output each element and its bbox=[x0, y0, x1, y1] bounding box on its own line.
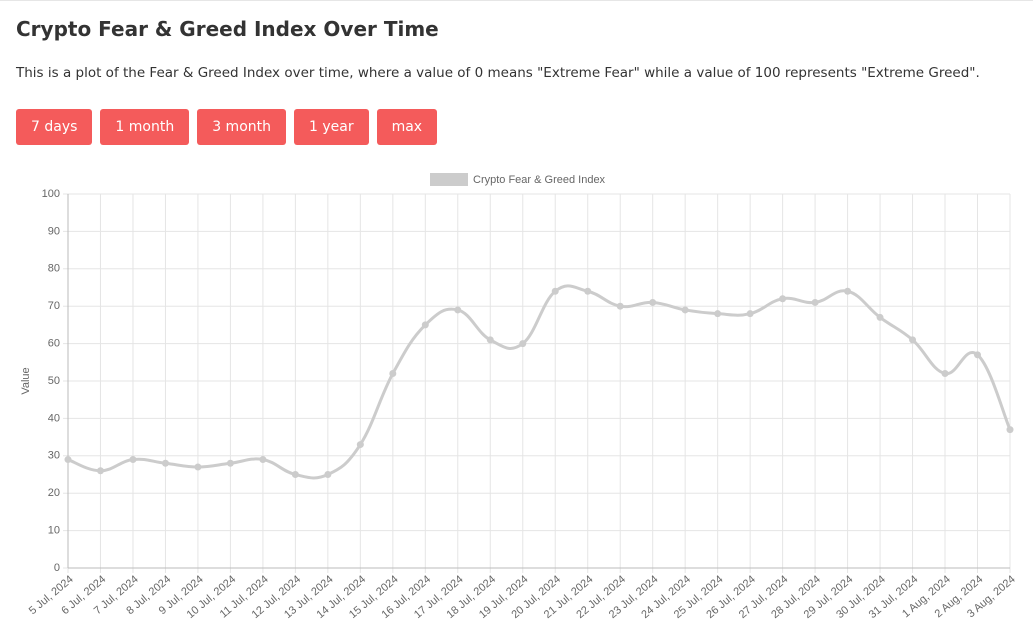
point bbox=[519, 340, 527, 348]
description: This is a plot of the Fear & Greed Index… bbox=[16, 65, 980, 81]
y-tick-label: 10 bbox=[48, 525, 60, 537]
y-tick-label: 50 bbox=[48, 375, 60, 387]
point bbox=[844, 287, 852, 295]
point bbox=[714, 310, 722, 318]
point bbox=[226, 459, 234, 467]
point bbox=[616, 302, 624, 310]
range-button[interactable]: max bbox=[376, 109, 438, 145]
point bbox=[389, 370, 397, 378]
point bbox=[909, 336, 917, 344]
range-button[interactable]: 1 year bbox=[294, 109, 369, 145]
point bbox=[746, 310, 754, 318]
point bbox=[486, 336, 494, 344]
point bbox=[941, 370, 949, 378]
y-tick-label: 80 bbox=[48, 263, 60, 275]
y-tick-label: 60 bbox=[48, 338, 60, 350]
point bbox=[876, 313, 884, 321]
point bbox=[259, 456, 267, 464]
point bbox=[649, 298, 657, 306]
y-tick-label: 40 bbox=[48, 412, 60, 424]
point bbox=[551, 287, 559, 295]
page-title: Crypto Fear & Greed Index Over Time bbox=[16, 17, 439, 41]
y-tick-label: 30 bbox=[48, 450, 60, 462]
y-tick-label: 20 bbox=[48, 487, 60, 499]
point bbox=[194, 463, 202, 471]
point bbox=[96, 467, 104, 475]
y-axis-label: Value bbox=[20, 367, 32, 394]
range-buttons: 7 days 1 month 3 month 1 year max bbox=[16, 109, 438, 145]
range-button[interactable]: 3 month bbox=[197, 109, 286, 145]
point bbox=[64, 456, 72, 464]
range-button[interactable]: 7 days bbox=[16, 109, 93, 145]
legend-label: Crypto Fear & Greed Index bbox=[473, 174, 606, 186]
point bbox=[811, 298, 819, 306]
line bbox=[67, 284, 1012, 480]
point bbox=[291, 471, 299, 478]
point bbox=[779, 295, 787, 303]
point bbox=[324, 471, 332, 478]
point bbox=[584, 287, 592, 295]
legend-swatch bbox=[430, 173, 468, 186]
point bbox=[1006, 426, 1014, 434]
point bbox=[974, 351, 982, 359]
point bbox=[454, 306, 462, 314]
y-tick-label: 90 bbox=[48, 225, 60, 237]
y-tick-label: 0 bbox=[54, 562, 60, 574]
y-tick-label: 70 bbox=[48, 300, 60, 312]
point bbox=[421, 321, 429, 329]
point bbox=[161, 459, 169, 467]
range-button[interactable]: 1 month bbox=[100, 109, 190, 145]
point bbox=[681, 306, 689, 314]
point bbox=[129, 456, 137, 464]
point bbox=[356, 441, 364, 449]
y-tick-label: 100 bbox=[42, 188, 60, 200]
